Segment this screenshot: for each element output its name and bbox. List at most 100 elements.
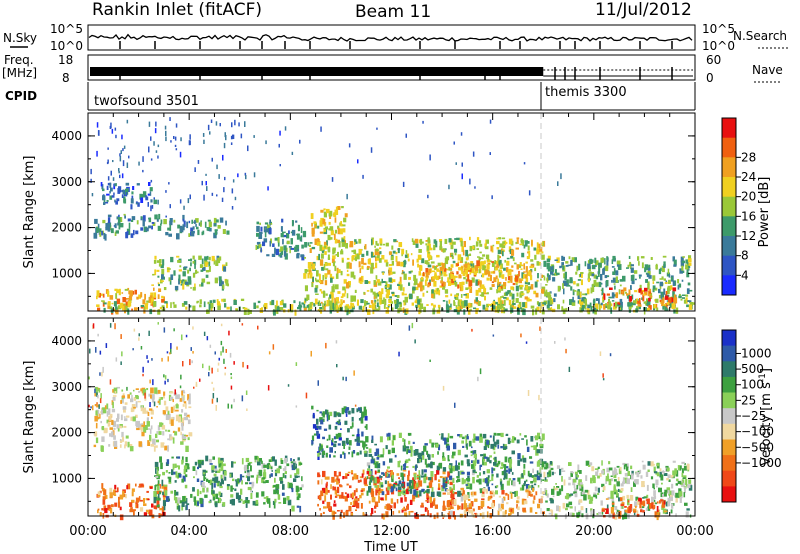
speckle [138,161,140,166]
scatter-cell-6 [460,303,463,309]
scatter-cell-8 [613,268,616,274]
scatter-cell-8 [557,285,561,292]
scatter-cell-7 [597,493,600,495]
nsky-tick-top: 10^5 [50,22,83,36]
scatter-cell-2 [107,222,111,229]
scatter-cell-6 [469,253,471,256]
scatter-cell-3 [195,271,199,274]
scatter-cell-8 [647,300,651,307]
scatter-cell-10 [544,303,547,306]
scatter-cell-6 [321,253,324,259]
speckle [167,378,169,383]
scatter-cell-1 [130,198,134,204]
scatter-cell-6 [498,281,502,284]
scatter-cell-6 [495,260,499,265]
scatter-cell-4 [341,492,344,499]
speckle [287,384,290,387]
scatter-cell-7 [438,275,441,280]
scatter-cell-3 [208,256,211,261]
scatter-cell-10 [591,305,595,308]
scatter-cell-5 [478,478,482,485]
scatter-cell-0 [184,412,188,417]
scatter-cell-6 [319,281,322,283]
scatter-cell-5 [343,217,347,223]
scatter-cell-7 [601,483,605,488]
scatter-cell-2 [218,497,222,504]
scatter-cell-4 [392,511,395,515]
scatter-cell-0 [135,388,139,390]
scatter-cell-7 [580,484,584,488]
speckle [230,373,232,376]
scatter-cell-7 [660,492,664,498]
scatter-cell-10 [366,302,370,305]
scatter-cell-8 [647,283,650,290]
scatter-cell-5 [390,487,394,493]
speckle [448,184,450,190]
scatter-cell-2 [157,225,162,231]
x-axis-title: Time UT [363,540,417,554]
speckle [176,403,178,409]
scatter-cell-10 [117,305,122,310]
colorbar-swatch [722,361,736,378]
scatter-cell-8 [572,296,574,303]
scatter-cell-4 [402,469,407,472]
scatter-cell-1 [119,506,122,511]
speckle [602,373,604,378]
scatter-cell-5 [509,459,513,464]
scatter-cell-1 [119,514,124,521]
scatter-cell-5 [334,238,338,244]
scatter-cell-2 [159,456,162,463]
scatter-cell-5 [470,450,474,454]
speckle [110,170,112,176]
scatter-cell-6 [496,237,499,240]
scatter-cell-7 [530,275,533,281]
scatter-cell-8 [652,275,656,281]
scatter-cell-6 [371,238,373,246]
scatter-cell-3 [211,255,215,262]
scatter-cell-8 [619,497,623,502]
scatter-cell-10 [199,299,202,305]
scatter-cell-0 [180,431,182,436]
speckle [170,343,172,349]
x-tick-label: 08:00 [272,524,309,539]
scatter-cell-0 [147,421,150,427]
cpid-segment-2: themis 3300 [545,85,627,100]
scatter-cell-3 [326,438,329,441]
scatter-cell-10 [492,301,496,306]
scatter-cell-6 [502,307,505,310]
scatter-cell-2 [168,233,172,237]
scatter-cell-10 [478,301,481,306]
scatter-cell-6 [507,280,510,284]
scatter-cell-2 [196,501,199,506]
scatter-cell-10 [145,303,148,310]
colorbar-swatch [722,345,736,362]
colorbar-swatch [722,392,736,409]
speckle [142,373,144,377]
scatter-cell-4 [347,471,351,474]
scatter-cell-6 [497,249,502,254]
scatter-cell-7 [556,486,560,488]
speckle [528,190,531,196]
scatter-cell-6 [353,275,356,280]
scatter-cell-7 [622,479,626,484]
scatter-cell-6 [500,300,504,306]
scatter-cell-5 [341,223,344,226]
scatter-cell-7 [492,270,496,274]
scatter-cell-10 [294,309,297,316]
scatter-cell-5 [474,450,477,454]
scatter-cell-2 [177,224,181,229]
speckle [225,135,227,141]
scatter-cell-4 [396,499,399,504]
scatter-cell-5 [508,478,512,481]
scatter-cell-7 [564,495,567,499]
scatter-cell-0 [123,416,126,418]
scatter-cell-6 [438,289,441,296]
scatter-cell-1 [127,483,131,490]
scatter-cell-3 [364,444,368,447]
scatter-cell-6 [457,505,461,510]
scatter-cell-10 [605,303,607,307]
speckle [227,403,229,409]
scatter-cell-0 [181,424,184,431]
scatter-cell-2 [219,217,224,223]
scatter-cell-5 [400,472,404,477]
